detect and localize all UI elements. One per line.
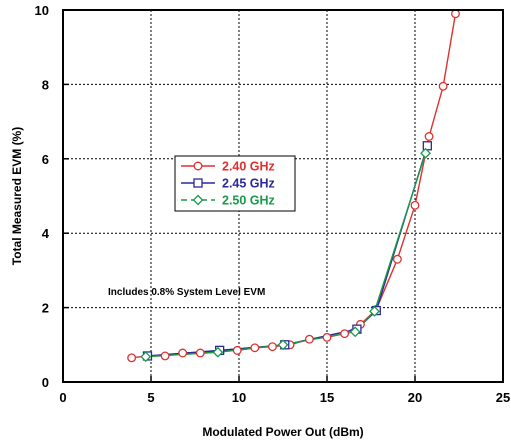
data-point-0 — [178, 348, 188, 358]
data-point-0 — [250, 343, 260, 353]
axis-ticks — [62, 9, 504, 383]
x-tick-labels: 0 5 10 15 20 25 — [59, 390, 510, 405]
data-point-2 — [349, 326, 361, 338]
data-point-0 — [304, 334, 314, 344]
y-tick-label: 8 — [42, 77, 49, 92]
y-tick-label: 6 — [42, 152, 49, 167]
legend-label-2: 2.50 GHz — [222, 194, 275, 208]
data-point-2 — [212, 346, 224, 358]
legend-label-0: 2.40 GHz — [222, 160, 275, 174]
series-line-1 — [147, 145, 428, 357]
x-tick-label: 10 — [232, 390, 246, 405]
data-point-2 — [369, 305, 380, 317]
data-point-1 — [422, 141, 432, 151]
data-point-2 — [420, 147, 431, 159]
x-tick-label: 0 — [59, 390, 66, 405]
data-point-0 — [392, 254, 402, 264]
y-tick-labels: 0 2 4 6 8 10 — [35, 3, 50, 390]
legend-label-1: 2.45 GHz — [222, 177, 275, 191]
legend-marker-0 — [193, 161, 203, 171]
data-point-0 — [195, 348, 205, 358]
series-line-2 — [145, 153, 427, 358]
data-point-2 — [140, 351, 152, 363]
annotation-text: Includes 0.8% System Level EVM — [108, 287, 265, 298]
x-axis-title: Modulated Power Out (dBm) — [202, 425, 363, 439]
data-point-0 — [451, 9, 460, 19]
data-point-0 — [410, 200, 420, 210]
y-tick-label: 0 — [42, 375, 49, 390]
legend: 2.40 GHz 2.45 GHz 2.50 GHz — [174, 155, 296, 212]
series-markers — [127, 9, 460, 363]
y-axis-title: Total Measured EVM (%) — [10, 127, 24, 265]
x-tick-label: 25 — [496, 390, 510, 405]
plot-frame — [62, 9, 504, 383]
x-tick-label: 5 — [147, 390, 154, 405]
legend-marker-1 — [193, 178, 203, 188]
y-tick-label: 2 — [42, 301, 49, 316]
y-tick-label: 4 — [42, 226, 50, 241]
legend-marker-2 — [192, 194, 204, 206]
data-point-0 — [232, 345, 242, 355]
data-point-0 — [340, 329, 350, 339]
data-point-0 — [322, 332, 332, 342]
x-tick-label: 15 — [320, 390, 334, 405]
x-tick-label: 20 — [408, 390, 422, 405]
data-point-0 — [438, 81, 448, 91]
y-tick-label: 10 — [35, 3, 49, 18]
data-point-0 — [127, 353, 137, 363]
data-point-2 — [277, 339, 289, 351]
data-point-0 — [160, 351, 170, 361]
data-point-0 — [424, 132, 434, 141]
data-point-0 — [267, 342, 277, 352]
